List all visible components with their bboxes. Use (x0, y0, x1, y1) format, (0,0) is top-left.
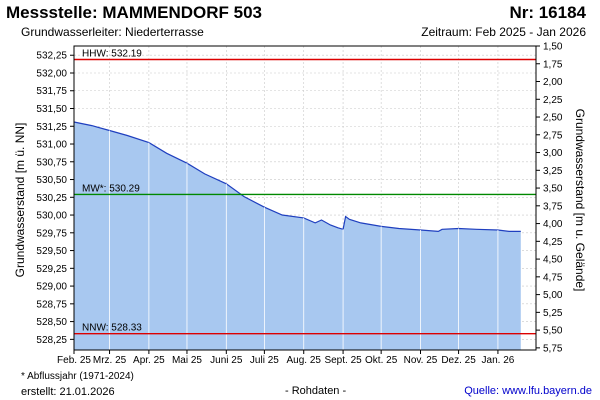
x-tick-label: Okt. 25 (365, 355, 398, 366)
left-tick-label: 531,50 (36, 104, 67, 115)
x-tick-label: Juli 25 (250, 355, 279, 366)
water-level-area (74, 122, 521, 350)
left-tick-label: 528,50 (36, 317, 67, 328)
right-tick-label: 5,25 (543, 308, 563, 319)
right-tick-label: 3,25 (543, 166, 563, 177)
x-tick-label: Sept. 25 (324, 355, 362, 366)
right-tick-label: 2,25 (543, 95, 563, 106)
left-tick-label: 532,25 (36, 51, 67, 62)
left-tick-label: 528,75 (36, 299, 67, 310)
left-tick-label: 529,75 (36, 228, 67, 239)
right-tick-label: 2,00 (543, 77, 563, 88)
right-tick-label: 4,75 (543, 272, 563, 283)
right-tick-label: 5,75 (543, 343, 563, 354)
left-axis: 532,25 532,00 531,75 531,50 531,25 531,00 530,… (36, 51, 74, 346)
x-tick-label: Dez. 25 (441, 355, 476, 366)
x-tick-label: Jan. 26 (482, 355, 515, 366)
reference-label: MW*: 530.29 (82, 183, 140, 194)
x-tick-label: Apr. 25 (133, 355, 165, 366)
right-tick-label: 5,00 (543, 290, 563, 301)
reference-label: HHW: 532.19 (82, 48, 142, 59)
right-tick-label: 3,00 (543, 148, 563, 159)
source-link[interactable]: Quelle: www.lfu.bayern.de (464, 385, 592, 397)
right-tick-label: 2,75 (543, 130, 563, 141)
raw-data-note: - Rohdaten - (285, 385, 347, 397)
x-tick-label: Juni 25 (210, 355, 243, 366)
right-tick-label: 3,75 (543, 201, 563, 212)
x-tick-label: Aug. 25 (286, 355, 321, 366)
right-tick-label: 1,50 (543, 42, 563, 53)
right-tick-label: 4,25 (543, 237, 563, 248)
left-tick-label: 530,00 (36, 211, 67, 222)
plot-frame (73, 45, 537, 351)
reference-label: NNW: 528.33 (82, 323, 142, 334)
left-tick-label: 528,25 (36, 335, 67, 346)
left-tick-label: 529,00 (36, 282, 67, 293)
right-tick-label: 5,50 (543, 326, 563, 337)
right-tick-label: 3,50 (543, 184, 563, 195)
x-tick-label: Mai 25 (172, 355, 202, 366)
station-number: Nr: 16184 (509, 3, 586, 22)
aquifer-label: Grundwasserleiter: Niederterrasse (21, 25, 204, 39)
created-date: erstellt: 21.01.2026 (21, 386, 115, 398)
x-axis: Feb. 25 Mrz. 25 Apr. 25 Mai 25 Juni 25 Juli 2… (57, 350, 515, 366)
right-axis: 1,50 1,75 2,00 2,25 2,50 2,75 3,00 3,25 3,50 3,75… (536, 42, 563, 354)
period-label: Zeitraum: Feb 2025 - Jan 2026 (421, 25, 586, 39)
x-tick-label: Feb. 25 (57, 355, 91, 366)
x-tick-label: Nov. 25 (404, 355, 438, 366)
left-tick-label: 530,75 (36, 157, 67, 168)
left-tick-label: 531,00 (36, 140, 67, 151)
left-tick-label: 530,25 (36, 193, 67, 204)
water-level-line (73, 121, 521, 233)
left-tick-label: 530,50 (36, 175, 67, 186)
left-tick-label: 531,25 (36, 122, 67, 133)
y-axis-right-label: Grundwasserstand [m u. Gelände] (573, 109, 587, 292)
y-axis-left-label: Grundwasserstand [m ü. NN] (13, 123, 27, 278)
x-tick-label: Mrz. 25 (93, 355, 127, 366)
left-tick-label: 529,50 (36, 246, 67, 257)
left-tick-label: 532,00 (36, 68, 67, 79)
right-tick-label: 2,50 (543, 113, 563, 124)
footnote: * Abflussjahr (1971-2024) (21, 371, 134, 382)
right-tick-label: 4,50 (543, 255, 563, 266)
left-tick-label: 529,25 (36, 264, 67, 275)
page-title: Messstelle: MAMMENDORF 503 (6, 3, 263, 22)
left-tick-label: 531,75 (36, 86, 67, 97)
reference-lines: HHW: 532.19 MW*: 530.29 NNW: 528.33 (73, 48, 536, 350)
right-tick-label: 1,75 (543, 59, 563, 70)
right-tick-label: 4,00 (543, 219, 563, 230)
